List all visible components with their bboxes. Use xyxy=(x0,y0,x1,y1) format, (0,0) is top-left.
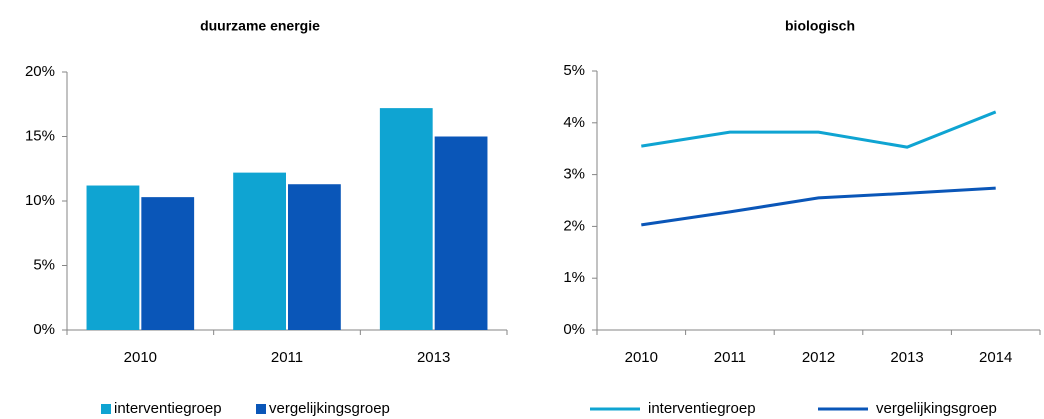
bar xyxy=(288,184,341,330)
bar xyxy=(233,172,286,330)
y-tick-label: 20% xyxy=(25,63,55,80)
x-tick-label: 2012 xyxy=(802,349,835,366)
bar xyxy=(86,185,140,330)
x-tick-label: 2013 xyxy=(890,349,923,366)
x-tick-label: 2010 xyxy=(625,349,658,366)
bar xyxy=(379,108,433,331)
chart-title: biologisch xyxy=(785,18,855,34)
y-tick-label: 4% xyxy=(563,114,585,131)
y-tick-label: 3% xyxy=(563,166,585,183)
y-tick-label: 0% xyxy=(33,321,55,338)
legend-label: vergelijkingsgroep xyxy=(876,400,997,417)
legend-label: vergelijkingsgroep xyxy=(269,400,390,417)
x-tick-label: 2011 xyxy=(714,349,746,366)
x-tick-label: 2013 xyxy=(417,349,450,366)
y-tick-label: 1% xyxy=(563,269,585,286)
y-tick-label: 10% xyxy=(25,192,55,209)
x-tick-label: 2014 xyxy=(979,349,1012,366)
y-tick-label: 5% xyxy=(33,256,55,273)
chart-title: duurzame energie xyxy=(200,18,320,34)
legend-swatch xyxy=(256,404,266,414)
bar xyxy=(141,197,195,330)
line xyxy=(641,186,996,227)
x-tick-label: 2011 xyxy=(271,349,303,366)
line xyxy=(641,110,997,149)
y-tick-label: 15% xyxy=(25,127,55,144)
y-tick-label: 2% xyxy=(563,217,585,234)
legend-label: interventiegroep xyxy=(114,400,222,417)
y-tick-label: 5% xyxy=(563,62,585,79)
legend-label: interventiegroep xyxy=(648,400,756,417)
bar xyxy=(434,136,488,330)
legend-swatch xyxy=(101,404,111,414)
y-tick-label: 0% xyxy=(563,321,585,338)
x-tick-label: 2010 xyxy=(124,349,157,366)
